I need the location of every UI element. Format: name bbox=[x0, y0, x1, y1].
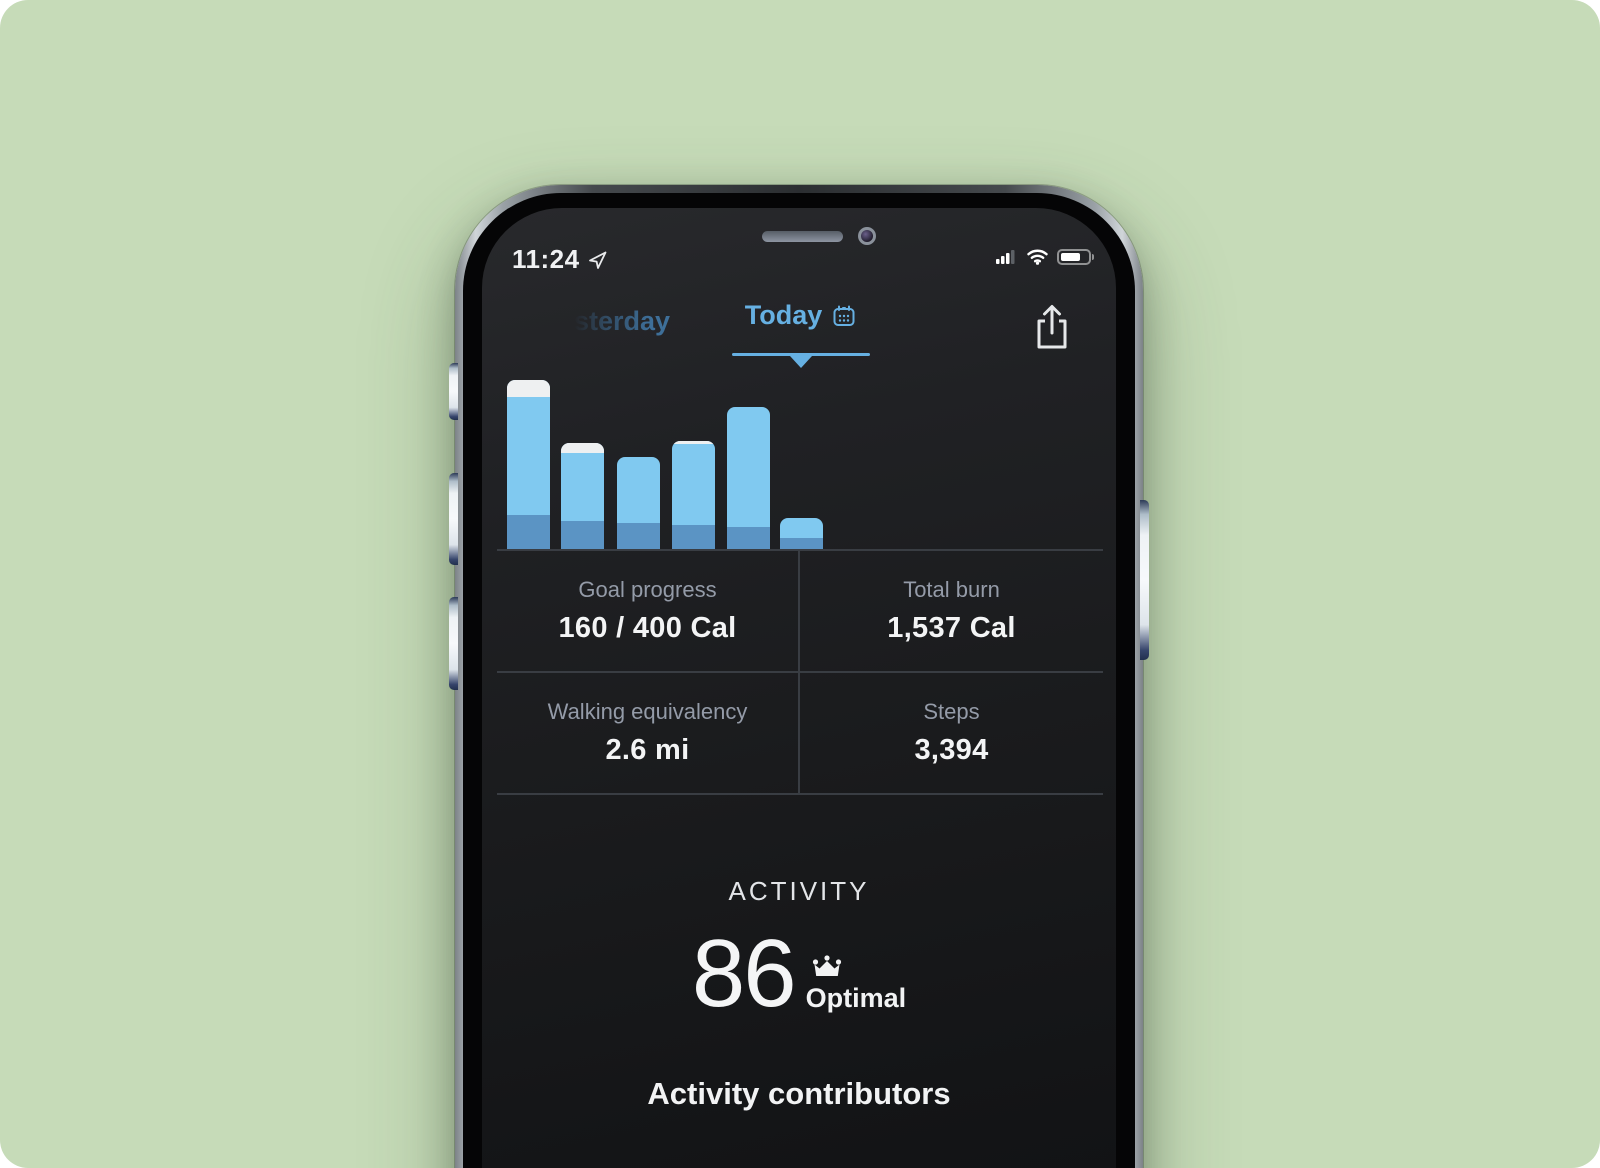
metric-label: Walking equivalency bbox=[547, 699, 748, 724]
chart-bar-base-segment bbox=[507, 515, 550, 549]
chart-bar-goal-cap bbox=[672, 441, 715, 444]
phone-frame: 11:24 bbox=[449, 185, 1149, 1168]
earpiece-speaker bbox=[762, 231, 843, 242]
calendar-icon bbox=[833, 305, 855, 326]
activity-section-label: ACTIVITY bbox=[728, 876, 870, 906]
chart-bar-goal-cap bbox=[507, 380, 550, 397]
chart-bar bbox=[507, 380, 550, 549]
cellular-signal-icon bbox=[996, 250, 1015, 264]
chart-bar-base-segment bbox=[780, 538, 823, 549]
tab-active-caret bbox=[790, 356, 812, 368]
share-button[interactable] bbox=[1032, 302, 1072, 352]
activity-score: 86 bbox=[691, 920, 797, 1028]
metric-total-burn: Total burn 1,537 Cal bbox=[800, 551, 1103, 673]
tab-yesterday[interactable]: sterday bbox=[574, 306, 671, 336]
chart-bar bbox=[617, 457, 660, 549]
metric-label: Total burn bbox=[903, 577, 1000, 602]
metric-goal-progress: Goal progress 160 / 400 Cal bbox=[497, 551, 800, 673]
chart-bar bbox=[727, 407, 770, 549]
chart-bar bbox=[672, 441, 715, 549]
activity-score-block: 86 Optimal bbox=[482, 920, 1116, 1028]
volume-down-button[interactable] bbox=[449, 597, 458, 690]
crown-icon bbox=[812, 955, 841, 976]
chart-bar-base-segment bbox=[672, 525, 715, 549]
day-tab-bar: sterday Today bbox=[482, 300, 1116, 370]
tab-active-underline bbox=[732, 353, 870, 356]
chart-bar bbox=[561, 443, 604, 549]
tab-today[interactable]: Today bbox=[732, 300, 870, 331]
battery-icon bbox=[1057, 249, 1094, 265]
metric-label: Goal progress bbox=[578, 577, 717, 602]
phone-display: 11:24 bbox=[482, 208, 1116, 1168]
tab-today-label: Today bbox=[744, 300, 823, 330]
status-bar: 11:24 bbox=[482, 244, 1116, 284]
wifi-icon bbox=[1027, 249, 1048, 265]
activity-bar-chart bbox=[482, 208, 1116, 549]
activity-contributors-heading: Activity contributors bbox=[647, 1076, 951, 1111]
metric-walking-equivalency: Walking equivalency 2.6 mi bbox=[497, 673, 800, 795]
chart-bar-base-segment bbox=[561, 521, 604, 549]
metric-value: 1,537 Cal bbox=[887, 612, 1016, 644]
location-arrow-icon bbox=[588, 251, 606, 269]
chart-bar-goal-cap bbox=[561, 443, 604, 453]
metric-value: 2.6 mi bbox=[605, 734, 690, 766]
metric-value: 3,394 bbox=[914, 734, 989, 766]
chart-bar-base-segment bbox=[617, 523, 660, 549]
metric-steps: Steps 3,394 bbox=[800, 673, 1103, 795]
share-icon bbox=[1037, 305, 1067, 349]
metric-label: Steps bbox=[923, 699, 980, 724]
status-time: 11:24 bbox=[512, 244, 580, 274]
activity-status-label: Optimal bbox=[805, 983, 907, 1013]
battery-fill bbox=[1061, 253, 1080, 261]
chart-bar bbox=[780, 518, 823, 549]
power-button[interactable] bbox=[1140, 500, 1149, 660]
front-camera bbox=[858, 227, 876, 245]
metrics-grid: Goal progress 160 / 400 Cal Total burn 1… bbox=[497, 549, 1103, 795]
mute-switch[interactable] bbox=[449, 363, 458, 420]
metric-value: 160 / 400 Cal bbox=[558, 612, 737, 644]
volume-up-button[interactable] bbox=[449, 473, 458, 565]
chart-bar-base-segment bbox=[727, 527, 770, 549]
